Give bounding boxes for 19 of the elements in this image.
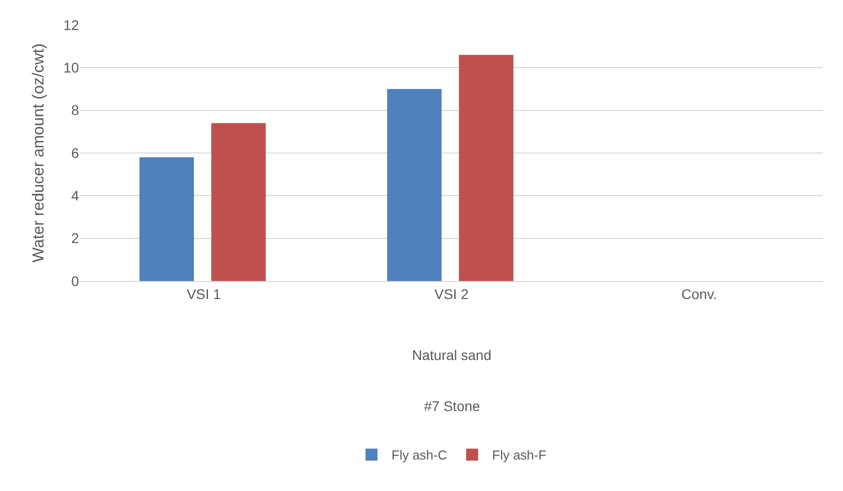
- text: #7 Stone: [424, 398, 480, 414]
- y-tick-label: 2: [71, 230, 80, 246]
- x-tick-label: VSI 2: [434, 286, 469, 302]
- x-tick-label: Conv.: [681, 286, 717, 302]
- y-tick-label: 6: [71, 144, 80, 161]
- y-tick-label: 4: [71, 188, 80, 204]
- text: Natural sand: [412, 347, 492, 363]
- bar: [139, 157, 194, 281]
- y-tick-label: 8: [71, 102, 80, 118]
- y-tick-label: 12: [63, 16, 80, 33]
- legend-label: Fly ash-C: [392, 448, 448, 463]
- y-tick-label: 10: [63, 60, 80, 76]
- legend-label: Fly ash-F: [492, 448, 546, 463]
- bar: [458, 54, 514, 281]
- x-tick-label: VSI 1: [186, 286, 222, 302]
- y-axis-title: Water reducer amount (oz/cwt): [30, 43, 48, 263]
- bar: [387, 89, 442, 281]
- y-tick-label: 0: [71, 272, 80, 289]
- bar: [211, 123, 266, 281]
